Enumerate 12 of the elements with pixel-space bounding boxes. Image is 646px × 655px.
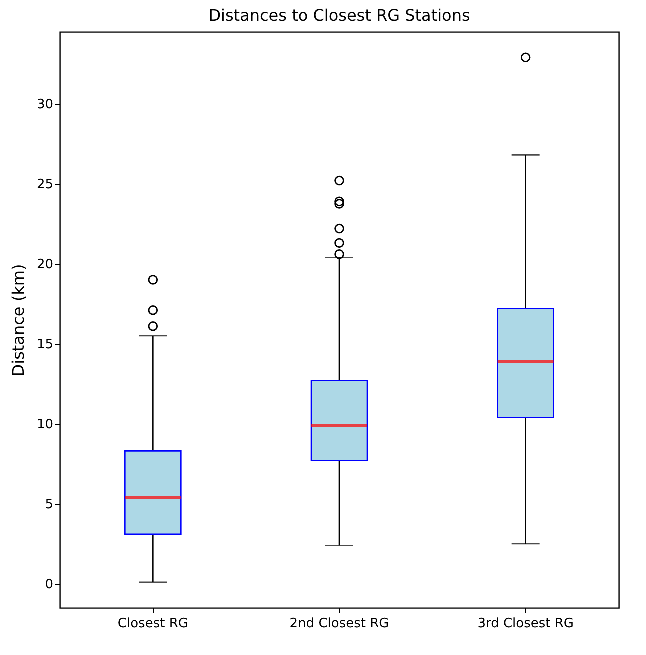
y-tick-label: 20 (36, 258, 54, 272)
y-axis-title: Distance (km) (8, 264, 28, 377)
x-tick-label: 3rd Closest RG (478, 616, 574, 632)
x-tick-label: Closest RG (118, 616, 188, 632)
y-tick-label: 25 (36, 178, 54, 192)
y-tick-label: 0 (45, 578, 54, 592)
y-tick-label: 5 (45, 498, 54, 512)
y-tick-label: 15 (36, 338, 54, 352)
y-tick-label: 30 (36, 98, 54, 112)
x-tick-label: 2nd Closest RG (290, 616, 390, 632)
y-tick-label: 10 (36, 418, 54, 432)
chart-title: Distances to Closest RG Stations (208, 6, 470, 25)
